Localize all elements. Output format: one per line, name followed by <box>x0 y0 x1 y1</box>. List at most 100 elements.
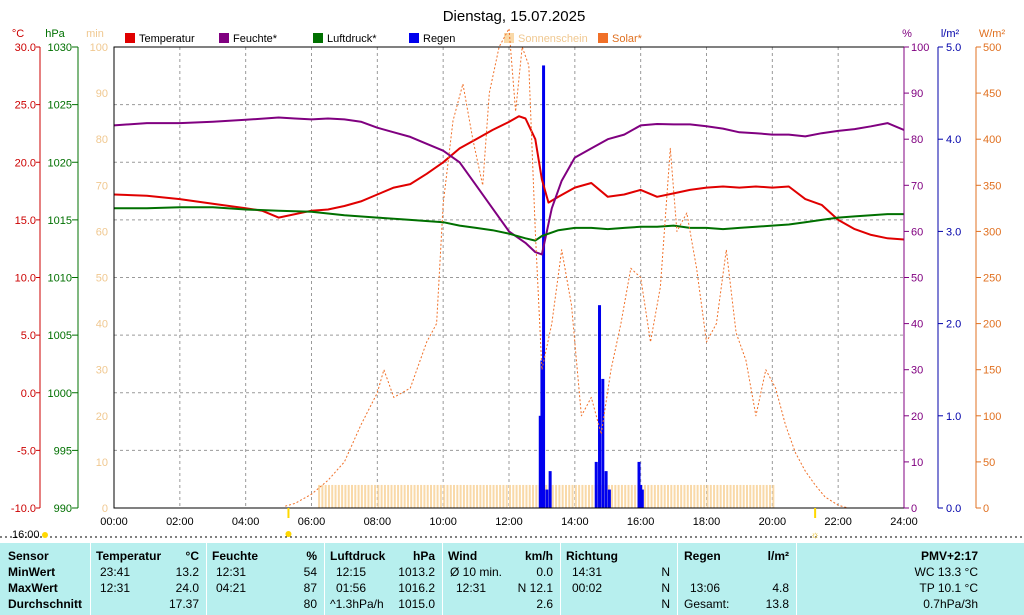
sunshine-bar <box>499 484 502 508</box>
y-tick-label-rain: 4.0 <box>946 134 961 146</box>
y-tick-label-pct: 0 <box>911 503 917 515</box>
legend-label: Regen <box>423 33 455 45</box>
sunshine-bar <box>433 484 436 508</box>
sunshine-bar <box>453 484 456 508</box>
sunshine-bar <box>614 484 617 508</box>
stats-luft-value: 1013.2 <box>398 565 435 579</box>
y-tick-label-min: 60 <box>96 226 108 238</box>
stats-richtung-time: 14:31 <box>572 565 603 579</box>
x-tick-label: 00:00 <box>100 516 128 528</box>
sunshine-bar <box>647 484 650 508</box>
sunshine-bar <box>568 484 571 508</box>
rain-bars <box>538 65 644 508</box>
sunshine-bar <box>571 484 574 508</box>
sunshine-bar <box>410 484 413 508</box>
stats-header-luft: Luftdruck <box>330 549 386 563</box>
y-tick-label-solar: 400 <box>983 134 1001 146</box>
sunshine-bar <box>581 484 584 508</box>
y-tick-label-min: 20 <box>96 411 108 423</box>
sunshine-bar <box>337 484 340 508</box>
sunshine-bar <box>591 484 594 508</box>
legend-label: Temperatur <box>139 33 195 45</box>
stats-header-luft-unit: hPa <box>412 549 435 563</box>
axis-units: °C hPa min% l/m² W/m² <box>12 28 1006 40</box>
sunshine-bar <box>318 484 321 508</box>
sunshine-bar <box>667 484 669 508</box>
sunshine-bar <box>364 484 367 508</box>
sunshine-bar <box>749 484 752 508</box>
x-tick-label: 20:00 <box>759 516 787 528</box>
sunshine-bar <box>676 484 679 508</box>
rain-bar <box>545 489 549 508</box>
sunshine-bar <box>413 484 416 508</box>
sunshine-bar <box>456 484 459 508</box>
y-tick-label-solar: 250 <box>983 273 1001 285</box>
sunshine-bar <box>769 484 772 508</box>
sunshine-bar <box>462 484 465 508</box>
y-tick-label-min: 0 <box>102 503 108 515</box>
y-tick-label-solar: 0 <box>983 503 989 515</box>
sunshine-bar <box>653 484 656 508</box>
y-tick-label-hpa: 1000 <box>48 388 72 400</box>
sun-markers: 16:00 ☼ <box>0 508 1024 541</box>
sunset-label: ☼ <box>811 530 820 541</box>
x-tick-label: 24:00 <box>890 516 918 528</box>
sunshine-bar <box>327 484 330 508</box>
sunshine-bar <box>512 484 515 508</box>
sunshine-bar <box>617 484 620 508</box>
sunshine-bar <box>528 484 531 508</box>
chart-title: Dienstag, 15.07.2025 <box>443 8 586 25</box>
stats-richtung-dir: N <box>661 565 670 579</box>
sunshine-bar <box>430 484 432 508</box>
y-tick-label-hpa: 1025 <box>48 100 72 112</box>
sunshine-bar <box>472 484 475 508</box>
sunshine-bar <box>574 484 577 508</box>
sunshine-bar <box>624 484 627 508</box>
rain-bar <box>607 489 611 508</box>
y-tick-label-hpa: 1005 <box>48 330 72 342</box>
rain-bar <box>639 484 643 508</box>
sunshine-bar <box>627 484 630 508</box>
rain-bar <box>598 305 602 508</box>
y-tick-label-min: 80 <box>96 134 108 146</box>
y-tick-label-solar: 50 <box>983 457 995 469</box>
stats-feuchte-value: 87 <box>303 581 317 595</box>
sunshine-bar <box>634 484 637 508</box>
stats-extra: WC 13.3 °C <box>914 565 978 579</box>
sunshine-bar <box>390 484 393 508</box>
stats-luft-time: 01:56 <box>336 581 367 595</box>
sunshine-bar <box>515 484 518 508</box>
sunshine-bar <box>650 484 653 508</box>
sunshine-bar <box>449 484 452 508</box>
sun-dot <box>42 532 48 538</box>
sunshine-bar <box>739 484 742 508</box>
y-tick-label-solar: 500 <box>983 42 1001 54</box>
stats-header-temp: Temperatur <box>96 549 162 563</box>
stats-header-feuchte: Feuchte <box>212 549 259 563</box>
stats-header-sensor: Sensor <box>8 549 49 563</box>
sunshine-bar <box>673 484 676 508</box>
sunshine-bar <box>657 484 660 508</box>
sunshine-bar <box>755 484 758 508</box>
sunshine-bar <box>762 484 765 508</box>
sunshine-bar <box>383 484 386 508</box>
y-tick-label-pct: 70 <box>911 180 923 192</box>
sunshine-bar <box>564 484 567 508</box>
stats-row-label: MinWert <box>8 565 56 579</box>
x-tick-label: 10:00 <box>429 516 457 528</box>
x-tick-label: 12:00 <box>495 516 523 528</box>
y-tick-label-solar: 350 <box>983 180 1001 192</box>
stats-regen-time: 13:06 <box>690 581 721 595</box>
sunshine-bar <box>377 484 380 508</box>
legend-swatch <box>504 33 514 43</box>
sunshine-bar <box>479 484 482 508</box>
stats-regen-value: 4.8 <box>772 581 789 595</box>
axis-unit-pct: % <box>902 28 912 40</box>
y-tick-label-temp: 25.0 <box>15 100 36 112</box>
stats-richtung-time: 00:02 <box>572 581 603 595</box>
sunshine-bar <box>374 484 377 508</box>
sunshine-bar <box>436 484 439 508</box>
sunshine-bar <box>736 484 739 508</box>
legend-swatch <box>219 33 229 43</box>
sunshine-bar <box>347 484 350 508</box>
